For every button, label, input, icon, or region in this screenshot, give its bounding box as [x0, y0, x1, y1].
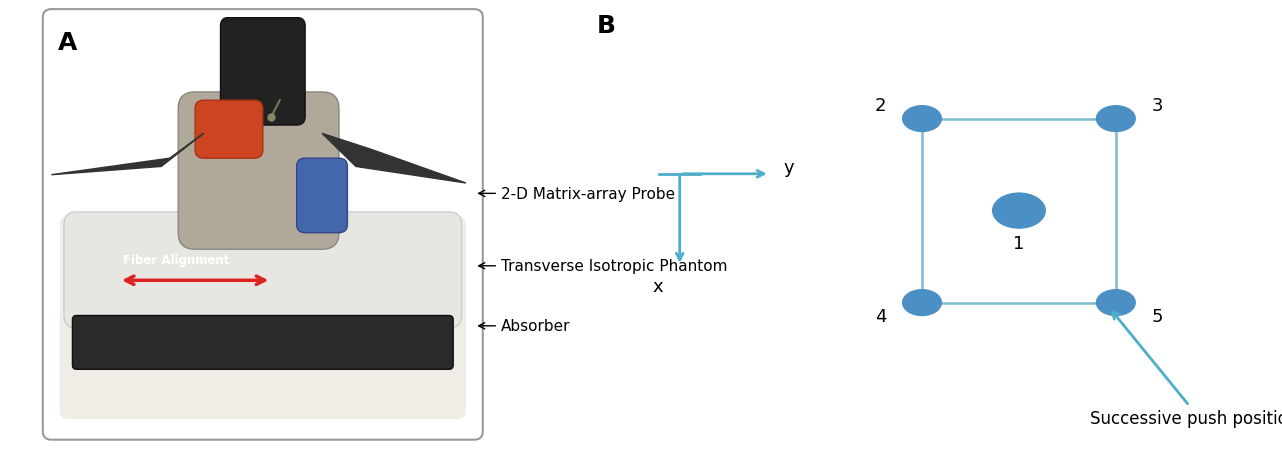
Polygon shape	[322, 134, 465, 184]
FancyBboxPatch shape	[64, 213, 462, 328]
Text: Transverse Isotropic Phantom: Transverse Isotropic Phantom	[478, 259, 727, 274]
Text: Fiber Alignment: Fiber Alignment	[123, 253, 229, 267]
Circle shape	[992, 194, 1045, 229]
FancyBboxPatch shape	[72, 316, 454, 369]
Text: 5: 5	[1151, 308, 1163, 326]
Text: 2: 2	[874, 96, 886, 115]
Text: Successive push positions: Successive push positions	[1091, 312, 1282, 427]
Text: A: A	[58, 31, 77, 55]
FancyBboxPatch shape	[221, 18, 305, 126]
Polygon shape	[51, 134, 204, 175]
Text: Absorber: Absorber	[478, 319, 570, 334]
Text: x: x	[653, 278, 663, 296]
Circle shape	[903, 290, 941, 316]
Circle shape	[1096, 290, 1136, 316]
Text: 3: 3	[1151, 96, 1163, 115]
Text: B: B	[596, 14, 615, 38]
FancyBboxPatch shape	[296, 159, 347, 233]
Text: 2-D Matrix-array Probe: 2-D Matrix-array Probe	[478, 186, 676, 202]
Circle shape	[1096, 106, 1136, 132]
Text: y: y	[783, 158, 794, 177]
Circle shape	[903, 106, 941, 132]
FancyBboxPatch shape	[195, 101, 263, 159]
FancyBboxPatch shape	[60, 217, 465, 419]
FancyBboxPatch shape	[178, 93, 338, 250]
Text: 4: 4	[874, 308, 886, 326]
Text: 1: 1	[1013, 234, 1024, 252]
